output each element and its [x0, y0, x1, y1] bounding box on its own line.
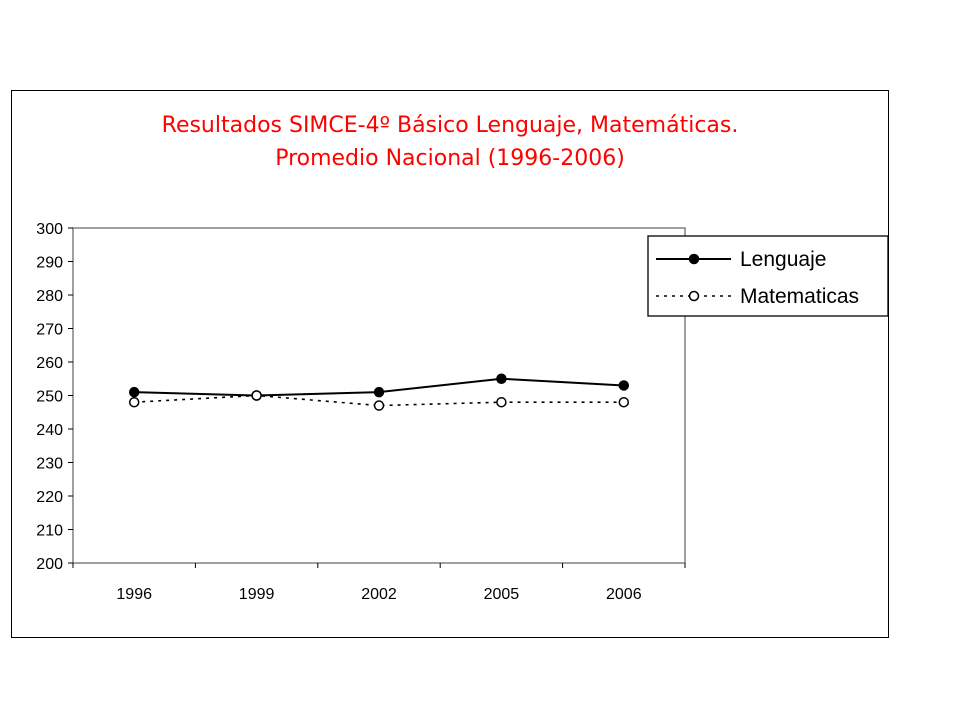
y-tick-label: 280 — [36, 288, 63, 305]
legend-box — [647, 235, 889, 317]
legend-matematicas-label: Matematicas — [740, 285, 859, 308]
x-tick-label: 1996 — [116, 586, 152, 603]
chart-title: Resultados SIMCE-4º Básico Lenguaje, Mat… — [162, 113, 739, 138]
data-point-matematicas — [496, 396, 507, 408]
legend-lenguaje-marker — [688, 253, 700, 265]
legend-lenguaje-label: Lenguaje — [740, 248, 826, 271]
data-point-lenguaje — [618, 380, 630, 391]
y-axis: 200 210 220 230 240 250 260 270 280 290 300 — [36, 221, 73, 573]
y-tick-label: 270 — [36, 322, 63, 339]
data-point-matematicas — [128, 396, 140, 408]
x-tick-label: 2005 — [484, 586, 520, 603]
chart-subtitle: Promedio Nacional (1996-2006) — [275, 146, 625, 171]
series-layer — [128, 373, 630, 411]
data-point-lenguaje — [128, 386, 140, 398]
y-tick-label: 300 — [36, 221, 63, 238]
y-tick-label: 260 — [36, 355, 63, 372]
y-tick-label: 230 — [36, 456, 63, 473]
y-tick-label: 210 — [36, 523, 63, 540]
x-tick-label: 2002 — [361, 586, 397, 603]
series-line-matematicas — [134, 394, 624, 407]
data-point-lenguaje — [496, 373, 507, 384]
y-tick-label: 240 — [36, 422, 63, 439]
legend: Lenguaje Matematicas — [647, 235, 889, 317]
data-point-lenguaje — [373, 386, 385, 398]
legend-matematicas-marker — [688, 290, 700, 302]
data-point-matematicas — [251, 390, 262, 401]
x-tick-label: 2006 — [606, 586, 642, 603]
x-tick-label: 1999 — [239, 586, 275, 603]
y-tick-label: 220 — [36, 489, 63, 506]
data-point-matematicas — [618, 396, 630, 408]
x-axis: 1996 1999 2002 2005 2006 — [72, 563, 686, 603]
y-tick-label: 200 — [36, 556, 63, 573]
y-tick-label: 250 — [36, 389, 63, 406]
y-tick-label: 290 — [36, 255, 63, 272]
data-point-matematicas — [373, 400, 385, 411]
